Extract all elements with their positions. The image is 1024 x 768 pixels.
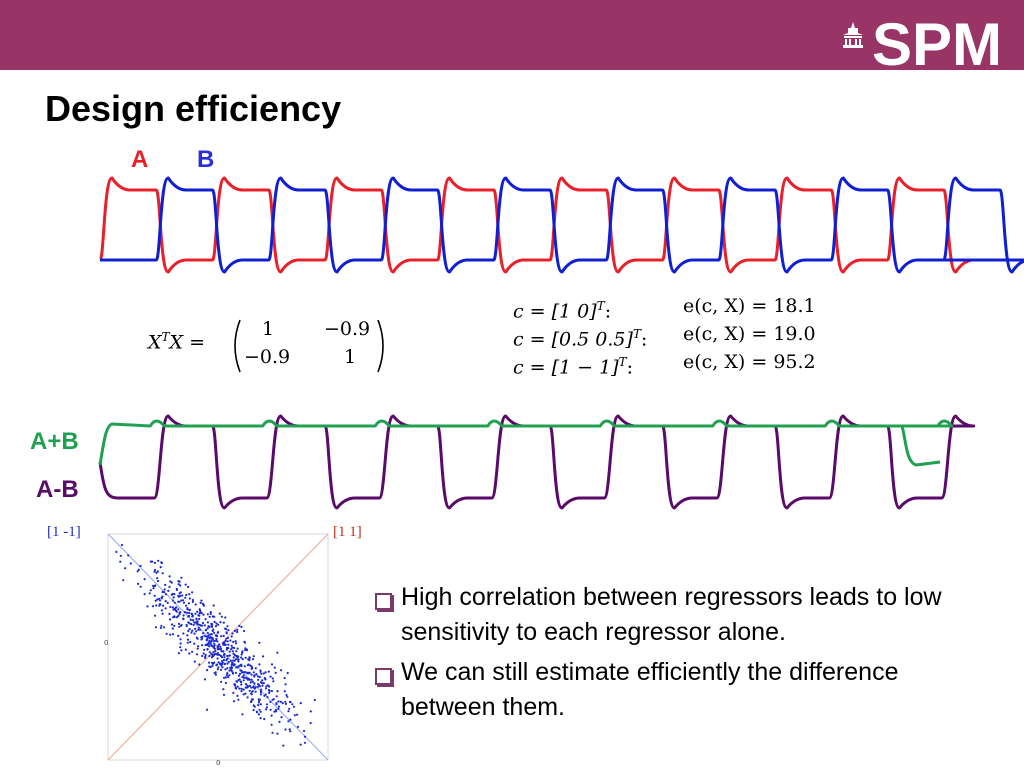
contrast-row: c = [1 − 1]T: e(c, X) = 95.2 [513, 348, 816, 379]
matrix-cell-21: −0.9 [244, 346, 291, 368]
bullet-item: We can still estimate efficiently the di… [375, 655, 995, 725]
scatter-y-zero: 0 [104, 639, 108, 647]
regressor-sum-line [98, 419, 954, 467]
bullet-list: High correlation between regressors lead… [375, 580, 995, 730]
contrast-sep: : [640, 328, 648, 351]
contrast-efficiency: e(c, X) = 95.2 [683, 351, 816, 373]
building-icon [842, 22, 863, 48]
contrast-c: c = [1 0] [513, 300, 597, 323]
contrast-sep: : [626, 356, 634, 379]
matrix-cell-11: 1 [262, 318, 275, 340]
logo-text: SPM [871, 11, 1002, 78]
correlation-scatter-plot: 0 0 [104, 533, 329, 767]
contrast-efficiency: e(c, X) = 18.1 [683, 295, 816, 317]
matrix-lhs-rest: X = [169, 331, 206, 354]
label-a: A [131, 146, 149, 173]
regressor-diff-line [98, 414, 976, 510]
label-a-minus-b: A-B [36, 476, 79, 503]
contrast-sup: T [596, 299, 605, 313]
contrast-c: c = [0.5 0.5] [513, 328, 633, 351]
bullet-text: High correlation between regressors lead… [401, 583, 942, 646]
matrix-cell-12: −0.9 [324, 318, 371, 340]
contrast-efficiency-list: c = [1 0]T: e(c, X) = 18.1 c = [0.5 0.5]… [513, 292, 816, 379]
regressor-b-line [100, 176, 1024, 274]
spm-logo: SPM [842, 11, 1002, 78]
scatter-label-sum: [1 1] [333, 524, 362, 540]
contrast-row: c = [1 0]T: e(c, X) = 18.1 [513, 292, 816, 323]
matrix-lhs-sup: T [161, 330, 170, 344]
regressor-a-line [98, 176, 976, 274]
matrix-lhs-base: X [148, 331, 162, 354]
matrix-cell-22: 1 [344, 346, 357, 368]
scatter-label-diff: [1 -1] [47, 524, 81, 540]
label-b: B [197, 146, 215, 173]
contrast-efficiency: e(c, X) = 19.0 [683, 323, 816, 345]
bullet-text: We can still estimate efficiently the di… [401, 658, 899, 721]
scatter-points [115, 543, 316, 747]
contrast-c: c = [1 − 1] [513, 356, 619, 379]
matrix-left-paren [234, 319, 241, 373]
contrast-sep: : [604, 300, 612, 323]
matrix-right-paren [377, 319, 384, 373]
contrast-sup: T [618, 355, 627, 369]
slide-title: Design efficiency [45, 88, 342, 129]
bullet-box-icon [375, 580, 401, 650]
contrast-sup: T [632, 327, 641, 341]
bullet-box-icon [375, 655, 401, 725]
contrast-row: c = [0.5 0.5]T: e(c, X) = 19.0 [513, 320, 816, 351]
scatter-x-zero: 0 [216, 759, 220, 767]
bullet-item: High correlation between regressors lead… [375, 580, 995, 650]
label-a-plus-b: A+B [30, 428, 79, 455]
